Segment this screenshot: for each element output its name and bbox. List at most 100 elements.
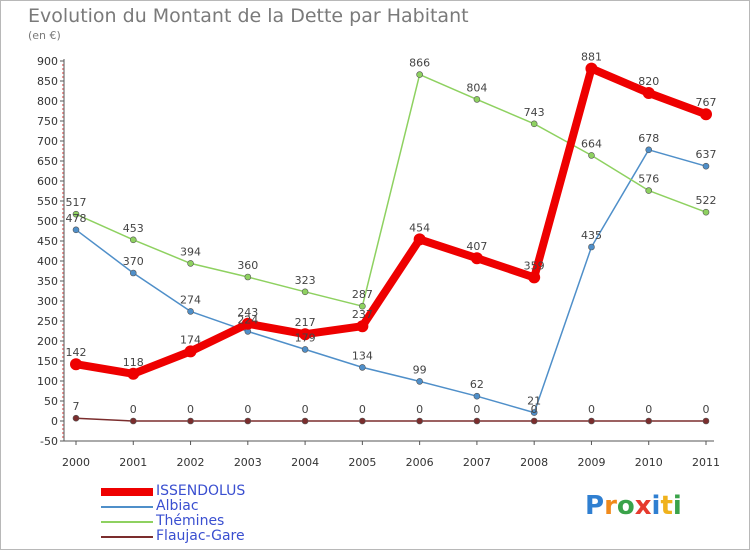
y-minor-tick: [62, 372, 64, 374]
y-minor-tick: [62, 64, 64, 66]
logo-letter: i: [651, 491, 661, 521]
data-point: [187, 260, 194, 267]
data-label: 454: [409, 221, 430, 234]
y-minor-tick: [62, 376, 64, 378]
y-minor-tick: [62, 208, 64, 210]
data-point: [301, 288, 309, 296]
y-minor-tick: [62, 428, 64, 430]
data-point: [72, 414, 80, 422]
y-minor-tick: [62, 192, 64, 194]
data-point: [70, 358, 82, 371]
y-minor-tick: [62, 112, 64, 114]
y-minor-tick: [62, 228, 64, 230]
data-label: 478: [66, 212, 87, 225]
data-point: [702, 162, 710, 170]
y-minor-tick: [62, 336, 64, 338]
y-minor-tick: [62, 204, 64, 206]
y-minor-tick: [62, 284, 64, 286]
data-label: 0: [473, 403, 480, 416]
y-tick-label: 100: [37, 375, 58, 388]
x-tick-label: 2002: [177, 456, 205, 469]
data-label: 174: [180, 333, 201, 346]
data-label: 637: [696, 148, 717, 161]
y-tick-label: 350: [37, 275, 58, 288]
y-minor-tick: [62, 392, 64, 394]
data-label: 359: [524, 259, 545, 272]
data-point: [244, 273, 252, 281]
data-point: [530, 120, 538, 128]
data-label: 0: [703, 403, 710, 416]
data-label: 0: [416, 403, 423, 416]
y-minor-tick: [62, 72, 64, 74]
x-tick-label: 2004: [291, 456, 319, 469]
data-label: 274: [180, 293, 201, 306]
data-point: [588, 417, 595, 425]
data-label: 370: [123, 255, 144, 268]
data-point: [416, 378, 423, 385]
data-point: [645, 187, 653, 194]
y-minor-tick: [62, 432, 64, 434]
y-minor-tick: [62, 136, 64, 138]
data-label: 522: [696, 194, 717, 207]
y-minor-tick: [62, 296, 64, 298]
data-point: [359, 364, 366, 371]
data-point: [184, 345, 197, 358]
y-minor-tick: [62, 216, 64, 218]
x-tick-label: 2003: [234, 456, 262, 469]
y-minor-tick: [62, 176, 64, 178]
logo-letter: t: [660, 491, 673, 521]
logo-letter: x: [634, 491, 652, 521]
data-point: [645, 417, 653, 425]
data-point: [299, 328, 312, 341]
data-point: [700, 108, 712, 121]
data-point: [129, 417, 137, 425]
data-point: [473, 417, 481, 425]
y-tick-label: 250: [37, 315, 58, 328]
data-point: [129, 269, 137, 277]
x-tick-label: 2006: [406, 456, 434, 469]
y-tick-label: 800: [37, 95, 58, 108]
data-point: [588, 243, 595, 251]
x-tick-label: 2001: [119, 456, 147, 469]
legend-label: Thémines: [156, 513, 225, 529]
chart-subtitle: (en €): [28, 29, 61, 42]
legend-label: Albiac: [156, 498, 199, 514]
y-minor-tick: [62, 184, 64, 186]
data-label: 576: [638, 173, 659, 186]
y-tick-label: 300: [37, 295, 58, 308]
data-point: [473, 392, 481, 400]
data-label: 7: [73, 400, 80, 413]
y-tick-label: 50: [44, 395, 58, 408]
y-minor-tick: [62, 324, 64, 326]
y-minor-tick: [62, 368, 64, 370]
data-label: 820: [638, 75, 659, 88]
data-label: 407: [466, 240, 487, 253]
data-label: 243: [237, 306, 258, 319]
y-minor-tick: [62, 332, 64, 334]
y-minor-tick: [62, 128, 64, 130]
data-point: [72, 226, 80, 234]
data-point: [588, 152, 595, 159]
series-line: [75, 417, 707, 422]
logo-letter: r: [604, 491, 617, 521]
y-minor-tick: [62, 152, 64, 154]
y-tick-label: 650: [37, 155, 58, 168]
y-minor-tick: [62, 156, 64, 158]
data-label: 142: [66, 346, 87, 359]
y-minor-tick: [62, 412, 64, 414]
y-minor-tick: [62, 236, 64, 238]
x-tick-label: 2010: [635, 456, 663, 469]
y-minor-tick: [62, 388, 64, 390]
legend-label: Flaujac-Gare: [156, 528, 245, 544]
data-label: 394: [180, 245, 201, 258]
y-minor-tick: [62, 276, 64, 278]
data-point: [72, 210, 80, 218]
y-minor-tick: [62, 172, 64, 174]
data-point: [528, 271, 541, 284]
y-tick-label: 500: [37, 215, 58, 228]
data-point: [470, 252, 483, 265]
y-minor-tick: [62, 244, 64, 246]
logo-letter: P: [585, 491, 605, 521]
